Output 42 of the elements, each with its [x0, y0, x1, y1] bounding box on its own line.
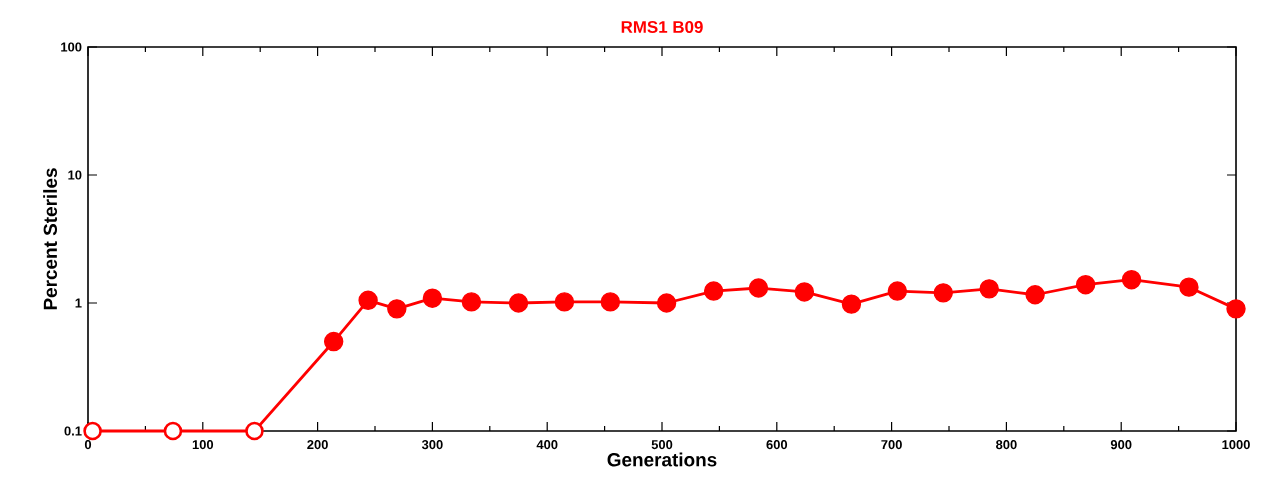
chart-title: RMS1 B09 — [621, 21, 703, 34]
y-tick-label: 1 — [75, 298, 82, 308]
y-axis-title: Percent Steriles — [43, 168, 58, 310]
y-tick-label: 100 — [61, 42, 82, 52]
x-tick-label: 200 — [307, 440, 328, 450]
point — [461, 292, 482, 312]
point — [656, 293, 677, 313]
point — [554, 292, 575, 312]
point — [323, 331, 344, 352]
x-tick-label: 800 — [996, 440, 1017, 450]
point — [83, 421, 102, 441]
x-tick-label: 1000 — [1222, 440, 1250, 450]
point — [933, 283, 953, 303]
x-tick-label: 600 — [766, 440, 788, 450]
point — [748, 278, 769, 298]
x-tick-label: 0 — [84, 440, 92, 450]
point — [979, 279, 999, 299]
x-tick-label: 900 — [1110, 440, 1132, 450]
point — [1075, 275, 1096, 295]
point — [422, 288, 443, 308]
x-tick-label: 100 — [192, 440, 214, 450]
x-tick-label: 400 — [536, 440, 558, 450]
x-tick-label: 700 — [881, 440, 902, 450]
point — [1025, 285, 1045, 305]
x-axis-title: Generations — [607, 452, 717, 467]
y-tick-label: 10 — [68, 170, 82, 180]
point — [1179, 277, 1199, 297]
point — [841, 294, 862, 314]
point — [245, 421, 264, 441]
point — [163, 421, 183, 441]
point — [358, 290, 378, 310]
x-tick-label: 500 — [651, 440, 673, 450]
point — [1226, 299, 1246, 319]
point — [600, 292, 621, 312]
point — [387, 299, 407, 319]
point — [508, 293, 529, 313]
x-tick-label: 300 — [421, 440, 443, 450]
point — [1121, 270, 1142, 290]
y-tick-label: 0.1 — [64, 426, 82, 436]
point — [703, 281, 724, 301]
point — [794, 282, 815, 302]
point — [887, 281, 908, 301]
